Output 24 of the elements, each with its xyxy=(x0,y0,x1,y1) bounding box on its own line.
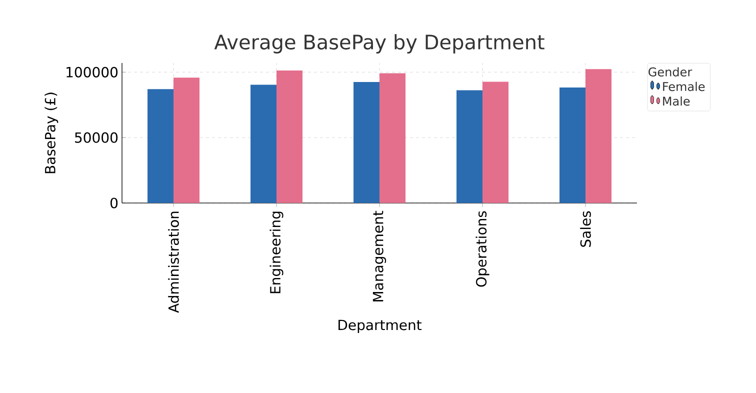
x-tick-label: Administration xyxy=(168,212,179,313)
bar xyxy=(276,70,302,203)
x-tick-label: Sales xyxy=(580,211,591,247)
y-tick-label: 100000 xyxy=(66,66,118,78)
chart-title: Average BasePay by Department xyxy=(214,34,544,54)
bar xyxy=(354,82,380,203)
bar xyxy=(559,87,586,203)
bar xyxy=(250,84,277,203)
x-axis-title: Department xyxy=(338,320,422,333)
x-tick-label: Management xyxy=(372,210,386,302)
x-tick-label: Engineering xyxy=(270,212,284,294)
legend-title: Gender xyxy=(648,67,692,76)
bar xyxy=(482,82,508,203)
y-tick-label: 50000 xyxy=(75,132,118,143)
legend-label: Female xyxy=(663,82,705,92)
y-axis-title: BasePay (£) xyxy=(44,92,58,174)
bar xyxy=(586,69,612,203)
bar xyxy=(148,89,174,203)
x-tick-label: Operations xyxy=(476,211,490,287)
bar xyxy=(380,73,406,203)
legend-label: Male xyxy=(663,96,690,106)
bar xyxy=(456,90,482,203)
y-tick-label: 0 xyxy=(110,198,118,208)
bar xyxy=(174,78,200,203)
